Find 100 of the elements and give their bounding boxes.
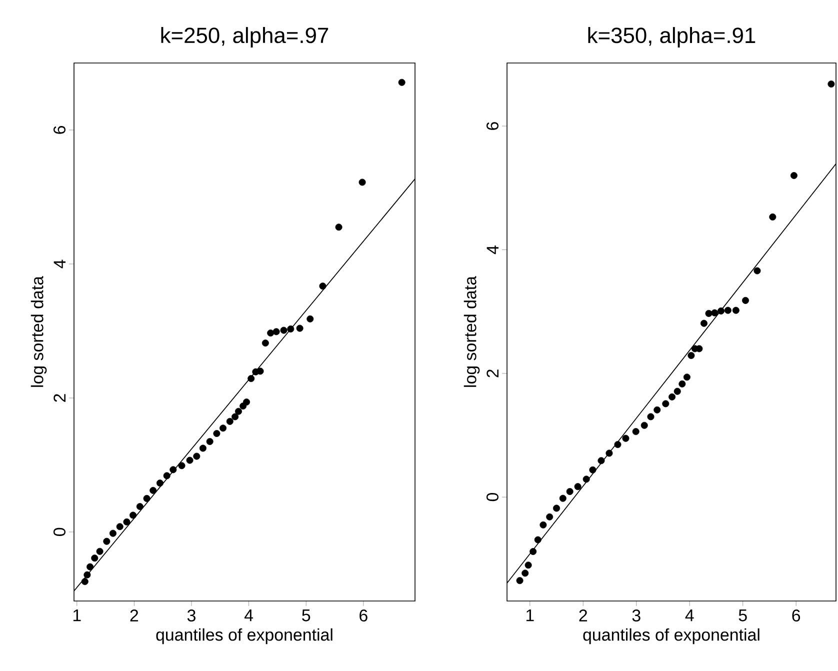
x-tick-label: 6 [792,610,800,622]
point [522,570,529,577]
point [109,530,116,537]
point [272,328,280,336]
point [243,398,250,406]
point [170,466,177,474]
point [574,483,582,490]
x-tick-label: 1 [73,610,81,622]
point [559,494,566,502]
point [143,494,150,502]
point [516,577,524,584]
point [280,326,288,334]
point [530,548,537,556]
point [718,307,725,314]
x-tick-label: 5 [738,610,747,622]
y-tick-label: 4 [54,260,66,268]
point [262,340,269,347]
point [226,418,234,425]
x-tick-label: 4 [685,610,694,622]
point [632,428,640,436]
point [199,444,206,452]
x-axis-title: quantiles of exponential [583,628,760,644]
point [711,309,718,316]
point [732,306,740,314]
point [163,472,170,480]
y-tick-label: 0 [53,528,66,536]
point [248,375,255,382]
point [705,310,712,317]
point [546,513,554,520]
y-tick-label: 2 [486,370,498,378]
point [306,315,314,322]
point [178,462,186,470]
x-tick-label: 2 [130,610,138,622]
x-tick-label: 1 [526,610,534,622]
point [769,213,776,220]
point [640,422,648,429]
y-tick-label: 4 [486,246,498,254]
x-tick-label: 3 [187,610,196,622]
point [614,441,622,448]
y-tick-label: 0 [486,493,498,502]
point [358,178,366,186]
y-axis-title: log sorted data [464,276,480,387]
point [267,329,274,336]
point [654,406,661,414]
point [81,578,88,586]
point [136,503,144,510]
point [668,393,676,400]
x-tick-label: 6 [360,610,368,622]
point [116,523,124,530]
point [186,456,194,464]
point [220,424,227,432]
point [84,571,91,578]
point [566,488,574,496]
chart-title: k=350, alpha=.91 [588,27,756,48]
point [296,324,304,332]
point [754,267,761,274]
point [335,224,342,231]
point [524,562,532,569]
x-tick-label: 2 [579,610,587,622]
x-tick-label: 5 [302,610,310,622]
point [91,554,98,562]
point [232,413,239,420]
point [130,512,137,519]
y-tick-label: 6 [53,126,66,134]
x-axis-title: quantiles of exponential [156,628,332,644]
point [674,388,681,395]
point [103,538,110,545]
x-tick-label: 4 [244,610,254,622]
point [724,306,732,314]
y-tick-label: 6 [486,122,498,130]
x-tick-label: 3 [632,610,640,622]
point [123,518,130,526]
point [534,536,542,544]
point [319,282,326,290]
point [206,438,214,446]
point [86,563,94,570]
chart-title: k=250, alpha=.97 [161,27,328,48]
point [540,521,547,528]
point [662,400,670,408]
y-axis-title: log sorted data [30,276,47,387]
point [790,172,798,180]
point [96,548,104,555]
point [742,296,750,304]
point [234,408,242,415]
point [700,320,708,327]
point [688,352,695,359]
point [678,380,686,388]
point [398,78,406,86]
point [287,325,294,332]
point [589,466,596,474]
point [647,413,654,420]
point [622,434,630,442]
point [156,480,164,487]
point [150,486,157,494]
point [606,450,613,457]
point [598,457,605,464]
point [213,430,220,437]
y-tick-label: 2 [54,394,66,402]
point [193,452,200,460]
point [553,504,560,512]
